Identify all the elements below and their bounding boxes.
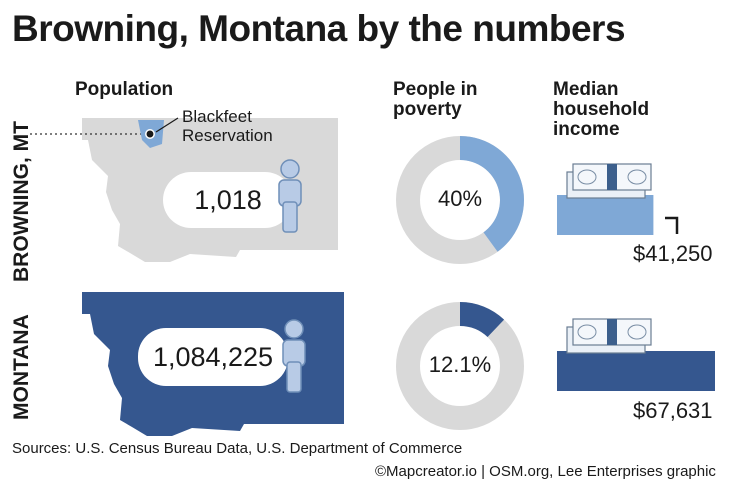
population-header: Population	[75, 79, 174, 100]
browning-income-value: $41,250	[633, 241, 713, 266]
income-header: Median household income	[553, 79, 650, 140]
reservation-label: Blackfeet Reservation	[182, 107, 273, 145]
page-title: Browning, Montana by the numbers	[12, 8, 626, 49]
income-bar	[557, 351, 715, 391]
montana-population-value: 1,084,225	[138, 328, 288, 386]
sources-note: Sources: U.S. Census Bureau Data, U.S. D…	[12, 440, 463, 457]
montana-poverty-value: 12.1%	[428, 352, 492, 377]
person-icon-montana	[282, 319, 306, 393]
bracket-mark	[665, 216, 679, 234]
browning-poverty-value: 40%	[437, 186, 483, 211]
browning-income-bar	[557, 163, 679, 235]
income-bar	[557, 195, 654, 235]
browning-poverty-donut	[396, 136, 524, 264]
montana-poverty-donut	[396, 302, 524, 430]
money-stack-icon	[566, 163, 652, 199]
donut-slice	[460, 302, 505, 338]
credit-note: ©Mapcreator.io | OSM.org, Lee Enterprise…	[375, 463, 716, 480]
donut-slice	[460, 136, 524, 252]
montana-income-value: $67,631	[633, 398, 713, 423]
reservation-leader	[155, 117, 179, 133]
person-icon	[278, 159, 302, 233]
browning-population-value: 1,018	[163, 172, 293, 228]
montana-income-bar	[557, 318, 715, 391]
browning-dot	[145, 129, 155, 139]
poverty-header: People in poverty	[393, 79, 478, 120]
money-stack-icon	[566, 318, 652, 354]
